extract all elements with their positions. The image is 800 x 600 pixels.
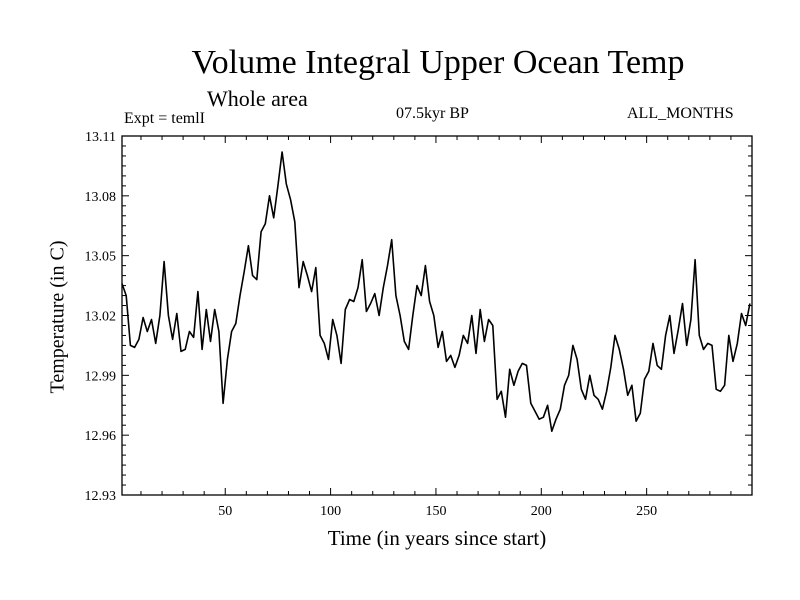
x-tick-label: 200 (531, 504, 552, 519)
y-tick-label: 13.11 (85, 130, 116, 145)
y-tick-label: 12.93 (85, 489, 117, 504)
x-axis-label: Time (in years since start) (327, 526, 547, 550)
experiment-label: Expt = temlI (124, 110, 206, 127)
series-line-temlI (121, 151, 751, 433)
months-label: ALL_MONTHS (627, 105, 734, 122)
period-label: 07.5kyr BP (396, 105, 469, 122)
x-tick-label: 50 (218, 504, 232, 519)
chart-subtitle: Whole area (207, 86, 308, 111)
x-tick-label: 250 (636, 504, 657, 519)
y-tick-label: 13.02 (85, 310, 117, 325)
y-tick-label: 12.99 (85, 369, 117, 384)
x-tick-label: 150 (425, 504, 446, 519)
y-tick-label: 12.96 (85, 429, 117, 444)
y-tick-label: 13.08 (85, 190, 117, 205)
x-tick-label: 100 (320, 504, 341, 519)
y-tick-label: 13.05 (85, 250, 117, 265)
chart-title: Volume Integral Upper Ocean Temp (191, 44, 685, 81)
